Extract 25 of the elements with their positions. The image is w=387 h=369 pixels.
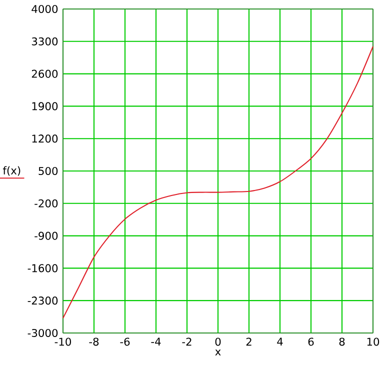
y-tick-label: 3300: [32, 37, 58, 46]
x-tick-label: -8: [89, 338, 99, 346]
y-tick-label: -200: [34, 199, 58, 208]
y-axis-title: f(x): [2, 166, 20, 176]
x-tick-label: 0: [215, 338, 221, 346]
y-tick-label: -1600: [28, 264, 58, 272]
x-tick-label: 8: [339, 338, 345, 346]
line-series: [62, 46, 374, 319]
y-tick-label: 1900: [32, 102, 58, 110]
y-tick-label: 4000: [32, 4, 58, 14]
y-tick-label: -2300: [28, 296, 58, 305]
x-tick-label: 10: [367, 338, 380, 346]
y-tick-label: 500: [38, 166, 58, 176]
x-tick-label: 4: [277, 338, 283, 346]
y-tick-label: -900: [34, 232, 58, 240]
y-tick-label: 1200: [32, 134, 58, 143]
x-tick-label: -2: [182, 338, 192, 346]
x-axis-title: x: [215, 350, 221, 356]
x-tick-label: -4: [151, 338, 161, 346]
x-tick-label: 6: [308, 338, 314, 346]
x-tick-label: -6: [120, 338, 130, 346]
x-tick-label: 2: [246, 338, 252, 346]
x-tick-label: -10: [54, 338, 72, 346]
y-tick-label: 2600: [32, 70, 58, 78]
y-tick-label: -3000: [28, 328, 58, 338]
